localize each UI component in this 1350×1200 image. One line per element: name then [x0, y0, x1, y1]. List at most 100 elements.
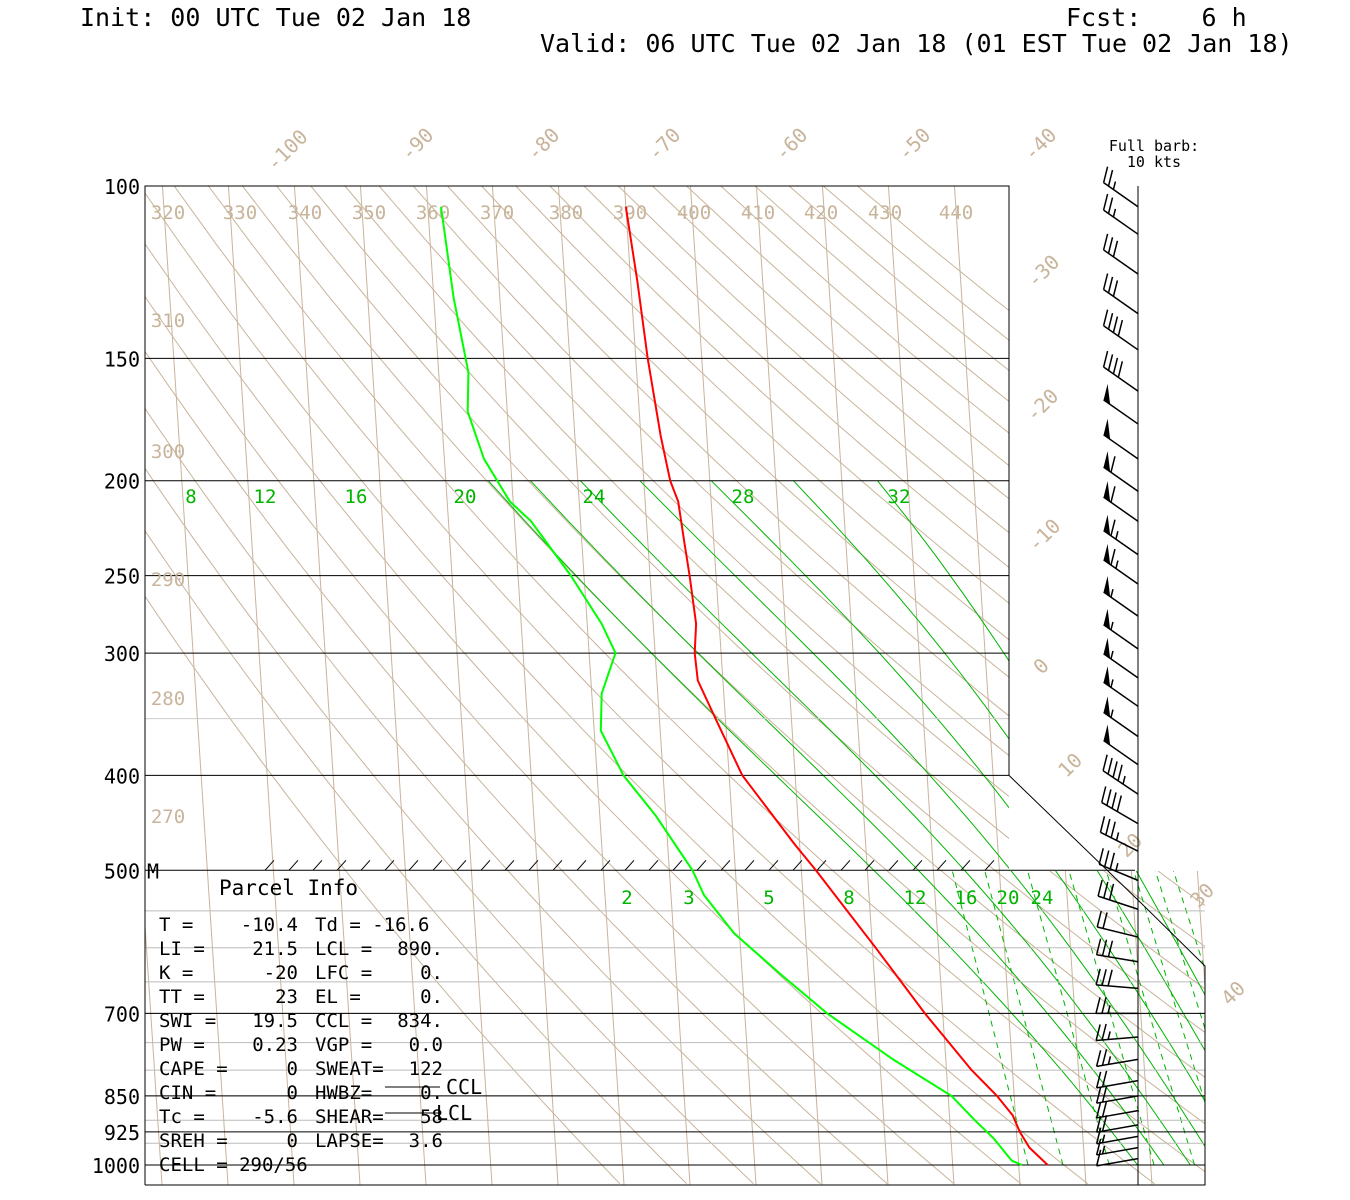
- dry-adiabat-label: 440: [939, 202, 973, 224]
- moist-adiabat-label: 16: [345, 486, 368, 508]
- isotherm-label: 40: [1216, 976, 1250, 1010]
- isotherm-label: 10: [1053, 748, 1087, 782]
- dry-adiabat: [940, 871, 1205, 1078]
- series-t-line: [624, 206, 1049, 1166]
- parcel-value: 3.6: [409, 1130, 443, 1152]
- isotherm: [866, 871, 889, 1185]
- isotherm: [338, 871, 361, 1185]
- isotherm-label: -40: [1019, 123, 1062, 166]
- ticks-500: [936, 859, 947, 871]
- moist-adiabat: [710, 480, 1009, 809]
- parcel-label: SWI =: [159, 1010, 216, 1032]
- ticks-500: [456, 859, 467, 871]
- moist-adiabat: [1096, 871, 1205, 1052]
- parcel-label: LFC =: [315, 962, 372, 984]
- dry-adiabat: [145, 295, 618, 871]
- isotherm: [272, 871, 295, 1185]
- parcel-label: K =: [159, 962, 193, 984]
- mixing-ratio-line: [1105, 871, 1196, 1166]
- isotherm-label: -30: [1022, 250, 1065, 293]
- mixing-ratio-label: 2: [621, 887, 632, 909]
- ticks-500: [624, 859, 635, 871]
- dry-adiabat: [788, 186, 1009, 372]
- wind-barb: [1103, 543, 1139, 585]
- wind-barb: [1102, 193, 1139, 235]
- parcel-value: -5.6: [252, 1106, 298, 1128]
- moist-adiabat: [1135, 871, 1205, 996]
- parcel-label: CCL =: [315, 1010, 372, 1032]
- ticks-500: [480, 859, 491, 871]
- dry-adiabat: [399, 871, 688, 1185]
- isotherm: [1284, 186, 1350, 1186]
- isotherm: [755, 186, 802, 871]
- moist-adiabat: [530, 480, 920, 871]
- wind-barb: [1103, 576, 1139, 617]
- parcel-label: CIN =: [159, 1082, 216, 1104]
- mixing-ratio-label: 20: [997, 887, 1020, 909]
- isotherm-label: 0: [1028, 653, 1053, 678]
- parcel-label: SWEAT=: [315, 1058, 384, 1080]
- dry-adiabat-label: 310: [151, 310, 185, 332]
- isotherm: [293, 186, 340, 871]
- wind-barb: [1095, 1023, 1139, 1042]
- parcel-value: 834.: [397, 1010, 443, 1032]
- wind-barb: [1097, 879, 1139, 910]
- isotherm: [953, 186, 1000, 871]
- dry-adiabat-label: 410: [741, 202, 775, 224]
- dry-adiabat: [145, 529, 401, 871]
- parcel-label: CAPE =: [159, 1058, 228, 1080]
- dry-adiabat: [720, 186, 1009, 434]
- ticks-500: [288, 859, 299, 871]
- isotherm: [1196, 871, 1205, 995]
- dry-adiabat-label: 320: [151, 202, 185, 224]
- ticks-500: [576, 859, 587, 871]
- mixing-ratio-line: [1027, 871, 1110, 1166]
- moist-adiabat: [1055, 871, 1205, 1103]
- dry-adiabat: [994, 871, 1205, 1034]
- mixing-ratio-label: 5: [763, 887, 774, 909]
- dry-adiabat: [276, 186, 943, 871]
- moist-adiabat: [793, 480, 1009, 740]
- wind-barb: [1095, 1049, 1139, 1068]
- wind-barb: [1103, 514, 1139, 556]
- dry-adiabat-label: 270: [151, 806, 185, 828]
- isotherm: [359, 186, 406, 871]
- wind-barb: [1095, 1100, 1139, 1119]
- wind-barb: [1096, 910, 1139, 938]
- dry-adiabat: [670, 871, 1022, 1185]
- wind-barb: [1095, 1070, 1139, 1089]
- parcel-value: 21.5: [252, 938, 298, 960]
- dry-adiabat-label: 280: [151, 688, 185, 710]
- parcel-label: LCL =: [315, 938, 372, 960]
- isotherm-label: -90: [396, 123, 439, 166]
- dry-adiabat: [1049, 871, 1205, 990]
- wind-barb: [1098, 848, 1139, 882]
- dry-adiabat: [207, 186, 834, 871]
- dry-adiabat: [145, 350, 564, 871]
- isotherm: [491, 186, 538, 871]
- pressure-label: 1000: [92, 1154, 140, 1178]
- isotherm-label: 30: [1185, 878, 1219, 912]
- wind-barb: [1102, 233, 1139, 275]
- parcel-value: 0.23: [252, 1034, 298, 1056]
- pressure-label: 150: [104, 347, 140, 371]
- parcel-value: 122: [409, 1058, 443, 1080]
- isotherm: [821, 186, 868, 871]
- dry-adiabat: [550, 186, 1350, 1184]
- dry-adiabat: [482, 186, 1350, 1184]
- isotherm: [206, 871, 229, 1185]
- dry-adiabat: [549, 186, 1009, 604]
- parcel-value: 58: [420, 1106, 443, 1128]
- isotherm: [602, 871, 625, 1185]
- isotherm: [623, 186, 670, 871]
- isotherm-label: -10: [1023, 514, 1066, 557]
- wind-barb: [1095, 1138, 1139, 1156]
- dry-adiabat-label: 430: [868, 202, 902, 224]
- ticks-500: [432, 859, 443, 871]
- pressure-label: 300: [104, 642, 140, 666]
- moist-adiabat: [964, 871, 1191, 1166]
- frame-lower: [145, 775, 1206, 1186]
- dry-adiabat: [686, 186, 1009, 467]
- wind-barb: [1103, 608, 1139, 650]
- ticks-500: [336, 859, 347, 871]
